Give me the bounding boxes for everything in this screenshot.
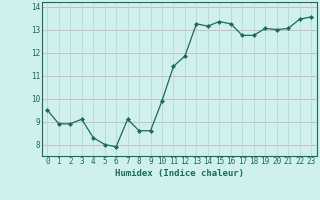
X-axis label: Humidex (Indice chaleur): Humidex (Indice chaleur) <box>115 169 244 178</box>
